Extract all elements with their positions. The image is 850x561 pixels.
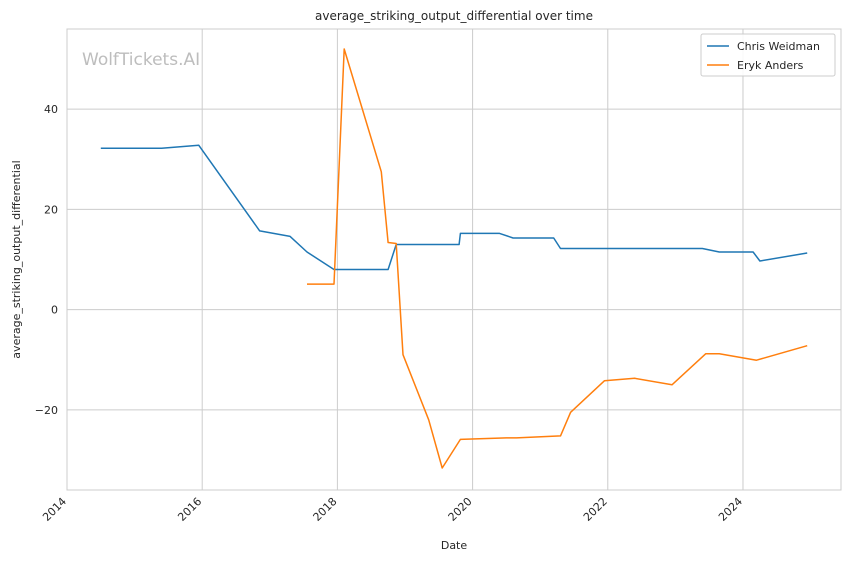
x-tick-label: 2024 xyxy=(716,495,745,524)
plot-frame xyxy=(66,28,842,491)
tick-labels: 2014 2016 2018 2020 2022 2024 −20 0 20 40 xyxy=(35,103,745,524)
y-axis-label: average_striking_output_differential xyxy=(10,160,23,358)
x-axis-label: Date xyxy=(441,539,468,552)
y-tick-label: 20 xyxy=(44,203,58,216)
watermark: WolfTickets.AI xyxy=(82,50,200,70)
legend-entry: Chris Weidman xyxy=(737,40,820,53)
legend-box xyxy=(700,33,836,77)
y-tick-label: 40 xyxy=(44,103,58,116)
legend-entry: Eryk Anders xyxy=(737,59,804,72)
chart-title: average_striking_output_differential ove… xyxy=(315,9,593,23)
x-tick-label: 2016 xyxy=(175,495,204,524)
y-tick-label: −20 xyxy=(35,404,58,417)
x-tick-label: 2014 xyxy=(40,495,69,524)
series-lines xyxy=(100,48,808,469)
legend: Chris Weidman Eryk Anders xyxy=(700,33,836,77)
x-tick-label: 2018 xyxy=(311,495,340,524)
series-line-2 xyxy=(307,48,808,469)
series-line-1 xyxy=(100,144,808,271)
y-tick-label: 0 xyxy=(51,304,58,317)
x-tick-label: 2022 xyxy=(581,495,610,524)
grid xyxy=(66,29,841,490)
x-tick-label: 2020 xyxy=(446,495,475,524)
